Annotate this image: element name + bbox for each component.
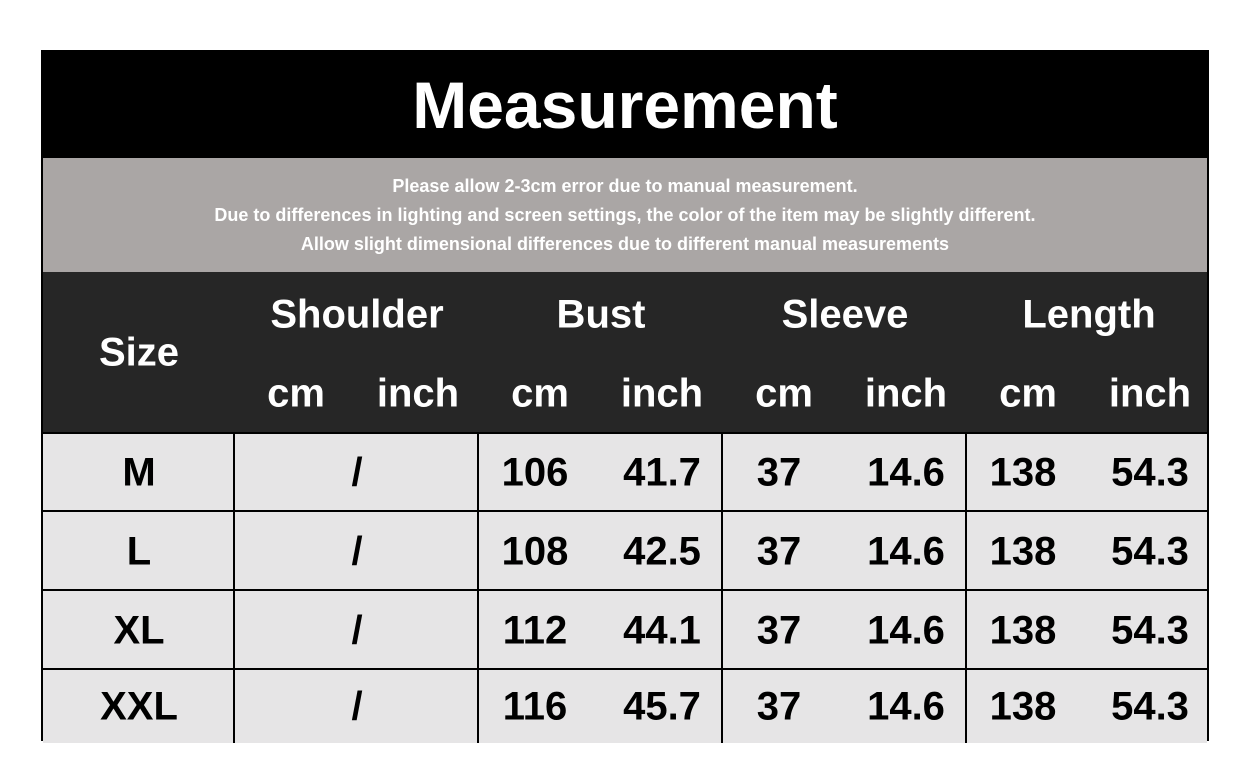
notes-band: Please allow 2-3cm error due to manual m… [43,158,1207,272]
chart-title: Measurement [43,52,1207,158]
cell-sleeve-inch: 14.6 [867,608,945,652]
column-divider [233,512,235,591]
cell-length-cm: 138 [989,529,1057,573]
header-length: Length [1022,292,1156,337]
cell-sleeve-cm: 37 [756,684,802,728]
header-unit-cm: cm [511,371,569,416]
cell-bust-inch: 42.5 [623,529,701,573]
cell-shoulder: / [351,608,363,652]
cell-size: M [122,450,156,495]
cell-sleeve-cm: 37 [756,450,802,495]
cell-length-inch: 54.3 [1111,529,1189,573]
cell-sleeve-inch: 14.6 [867,684,945,728]
cell-bust-cm: 116 [502,684,568,728]
column-divider [965,670,967,743]
column-divider [477,591,479,670]
cell-length-inch: 54.3 [1111,684,1189,728]
column-divider [965,512,967,591]
note-line: Due to differences in lighting and scree… [214,204,1036,225]
cell-length-cm: 138 [989,608,1057,652]
cell-size: XXL [100,684,178,728]
cell-bust-cm: 112 [502,608,568,652]
column-divider [721,512,723,591]
column-divider [477,434,479,512]
cell-length-cm: 138 [989,684,1057,728]
table-row: M / 106 41.7 37 14.6 138 54.3 [43,432,1207,512]
cell-sleeve-inch: 14.6 [867,450,945,495]
header-unit-cm: cm [267,371,325,416]
header-unit-inch: inch [620,371,704,416]
table-header: Size Shoulder Bust Sleeve Length cm inch… [43,272,1207,432]
header-size: Size [98,330,180,375]
header-unit-cm: cm [999,371,1057,416]
column-divider [477,670,479,743]
cell-sleeve-cm: 37 [756,529,802,573]
cell-shoulder: / [351,450,363,495]
cell-bust-cm: 106 [501,450,569,495]
header-unit-inch: inch [376,371,460,416]
column-divider [233,434,235,512]
table-row: L / 108 42.5 37 14.6 138 54.3 [43,510,1207,591]
cell-sleeve-inch: 14.6 [867,529,945,573]
column-divider [233,591,235,670]
header-unit-inch: inch [864,371,948,416]
header-bust: Bust [556,292,646,337]
table-row: XL / 112 44.1 37 14.6 138 54.3 [43,589,1207,670]
cell-size: XL [113,608,165,652]
table-row: XXL / 116 45.7 37 14.6 138 54.3 [43,668,1207,743]
cell-size: L [126,529,152,573]
header-sleeve: Sleeve [781,292,909,337]
cell-length-inch: 54.3 [1111,450,1189,495]
header-unit-inch: inch [1108,371,1192,416]
cell-bust-inch: 44.1 [623,608,701,652]
column-divider [965,434,967,512]
column-divider [233,670,235,743]
header-unit-cm: cm [755,371,813,416]
column-divider [477,512,479,591]
cell-shoulder: / [351,684,363,728]
note-line: Allow slight dimensional differences due… [300,233,950,254]
note-line: Please allow 2-3cm error due to manual m… [392,175,858,196]
column-divider [721,434,723,512]
header-shoulder: Shoulder [270,292,444,337]
column-divider [965,591,967,670]
cell-bust-cm: 108 [501,529,569,573]
cell-length-cm: 138 [989,450,1057,495]
cell-bust-inch: 41.7 [623,450,701,495]
size-chart: Measurement Please allow 2-3cm error due… [41,50,1209,743]
cell-length-inch: 54.3 [1111,608,1189,652]
cell-shoulder: / [351,529,363,573]
column-divider [721,670,723,743]
cell-sleeve-cm: 37 [756,608,802,652]
cell-bust-inch: 45.7 [623,684,701,728]
column-divider [721,591,723,670]
